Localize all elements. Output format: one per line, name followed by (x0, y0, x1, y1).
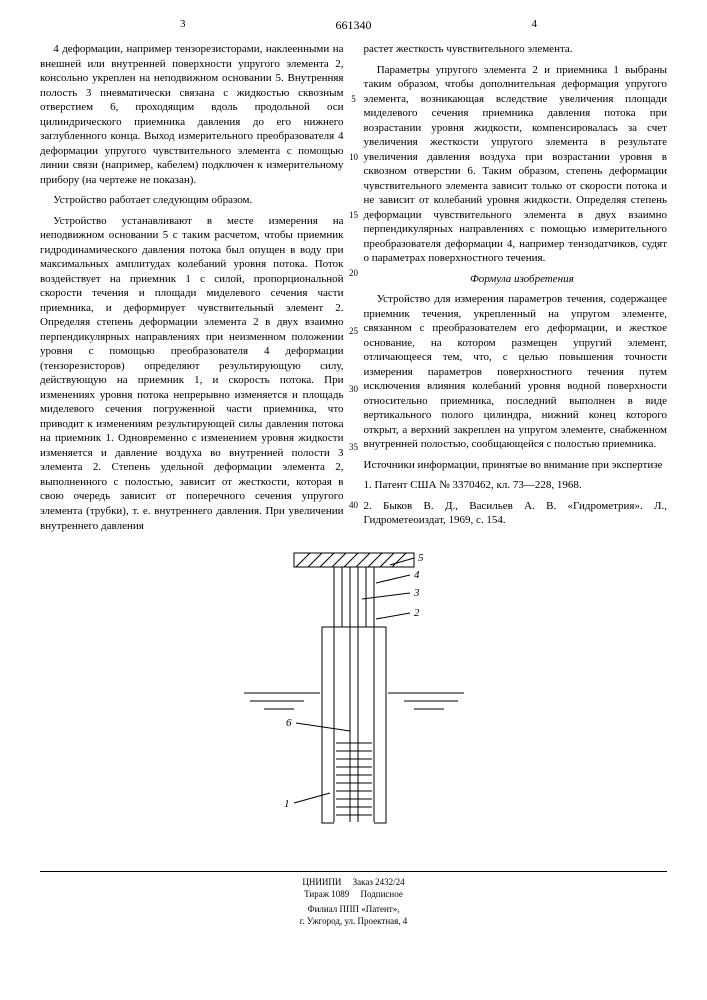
para: 4 деформации, например тензорезисторами,… (40, 42, 344, 187)
gutter-mark: 40 (349, 500, 358, 510)
footer-line: г. Ужгород, ул. Проектная, 4 (40, 915, 667, 928)
header: 3 661340 4 (40, 18, 667, 36)
gutter-mark: 30 (349, 384, 358, 394)
figure-label: 5 (418, 552, 424, 564)
ref-item: 2. Быков В. Д., Васильев А. В. «Гидромет… (364, 499, 668, 528)
claim-text: Устройство для измерения параметров тече… (364, 292, 668, 452)
body-wrap: 4 деформации, например тензорезисторами,… (40, 42, 667, 537)
figure-label: 3 (413, 587, 420, 599)
para: Устройство устанавливают в месте измерен… (40, 214, 344, 533)
footer: ЦНИИПИ Заказ 2432/24 Тираж 1089 Подписно… (40, 871, 667, 928)
gutter-mark: 15 (349, 210, 358, 220)
figure-svg: 5 4 3 2 6 1 (234, 543, 474, 863)
footer-org: ЦНИИПИ (302, 877, 341, 887)
gutter-mark: 35 (349, 442, 358, 452)
footer-tirazh: Тираж 1089 (304, 889, 349, 899)
footer-order: Заказ 2432/24 (353, 877, 405, 887)
gutter-mark: 25 (349, 326, 358, 336)
claim-title: Формула изобретения (364, 272, 668, 287)
gutter-mark: 5 (351, 94, 356, 104)
footer-sub: Подписное (360, 889, 402, 899)
footer-line: ЦНИИПИ Заказ 2432/24 (40, 876, 667, 889)
col-number-left: 3 (180, 18, 186, 30)
footer-line: Тираж 1089 Подписное (40, 888, 667, 901)
col-number-right: 4 (532, 18, 538, 30)
figure-label: 6 (286, 717, 292, 729)
text-columns: 4 деформации, например тензорезисторами,… (40, 42, 667, 537)
para: растет жесткость чувствительного элемент… (364, 42, 668, 57)
ref-item: 1. Патент США № 3370462, кл. 73—228, 196… (364, 478, 668, 493)
page: 3 661340 4 4 деформации, например тензор… (0, 0, 707, 938)
para: Параметры упругого элемента 2 и приемник… (364, 63, 668, 266)
gutter-mark: 10 (349, 152, 358, 162)
figure: 5 4 3 2 6 1 (224, 543, 484, 863)
figure-label: 1 (284, 798, 290, 810)
para: Устройство работает следующим образом. (40, 193, 344, 208)
gutter-mark: 20 (349, 268, 358, 278)
figure-label: 2 (414, 607, 420, 619)
figure-label: 4 (414, 569, 420, 581)
document-number: 661340 (336, 18, 372, 33)
footer-line: Филиал ППП «Патент», (40, 903, 667, 916)
refs-title: Источники информации, принятые во вниман… (364, 458, 668, 473)
